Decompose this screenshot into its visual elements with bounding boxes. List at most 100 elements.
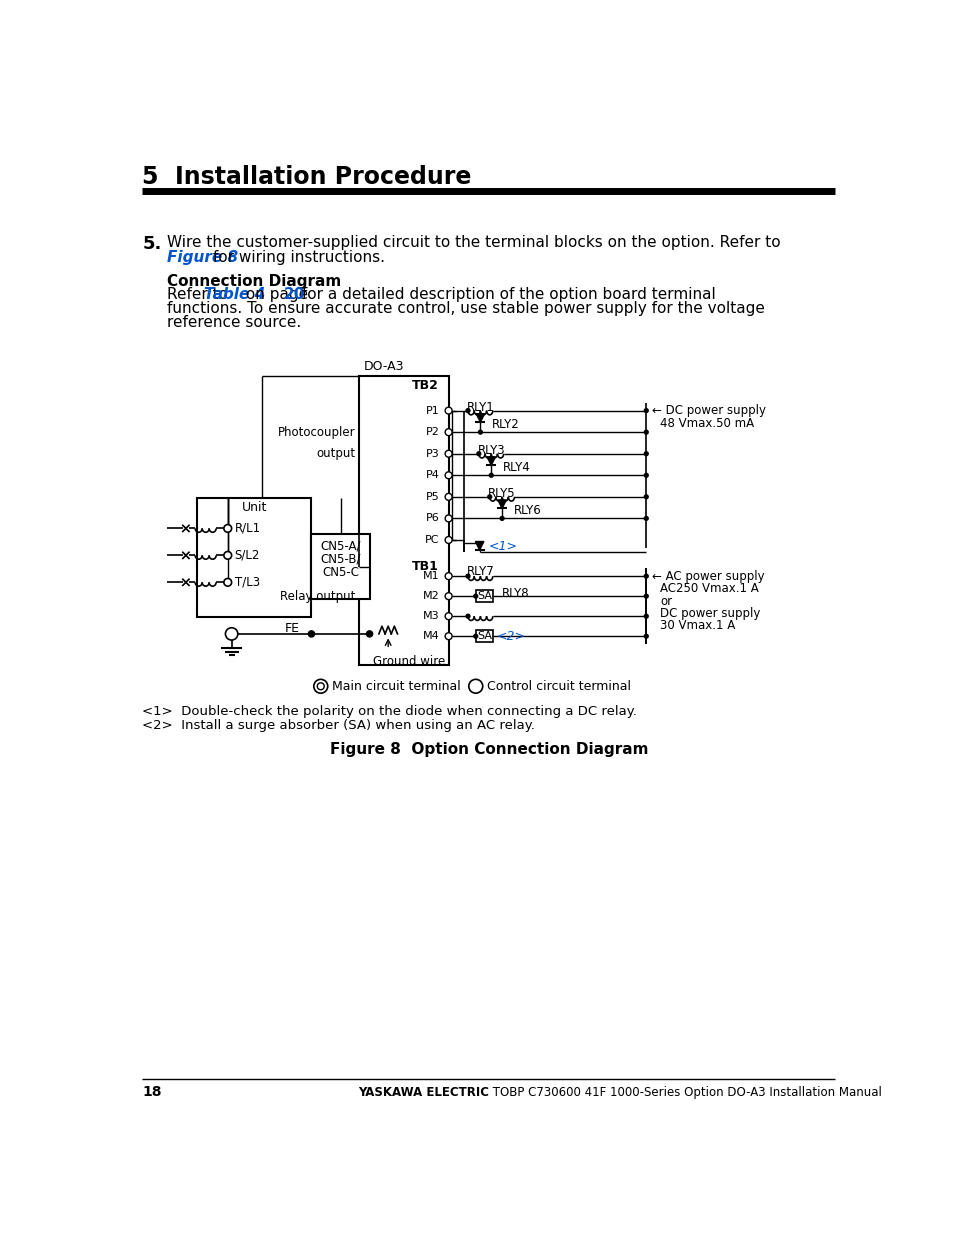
Text: Figure 8: Figure 8	[167, 250, 238, 265]
Circle shape	[466, 614, 470, 618]
Text: M4: M4	[422, 631, 439, 641]
Circle shape	[643, 594, 647, 598]
Circle shape	[224, 525, 232, 532]
Text: RLY1: RLY1	[466, 401, 494, 414]
Text: <2>: <2>	[497, 630, 525, 642]
Circle shape	[445, 450, 452, 458]
Text: P3: P3	[425, 449, 439, 459]
Circle shape	[308, 631, 314, 637]
Circle shape	[643, 614, 647, 618]
Text: <1>  Double-check the polarity on the diode when connecting a DC relay.: <1> Double-check the polarity on the dio…	[142, 704, 637, 718]
Text: P6: P6	[425, 513, 439, 523]
Text: RLY8: RLY8	[501, 587, 529, 600]
Circle shape	[478, 430, 482, 434]
Text: RLY6: RLY6	[513, 505, 541, 517]
Polygon shape	[486, 456, 495, 465]
Text: TB1: TB1	[412, 560, 438, 573]
Text: R/L1: R/L1	[234, 522, 260, 534]
Circle shape	[487, 495, 491, 498]
Circle shape	[474, 594, 477, 598]
Text: DC power supply: DC power supply	[659, 606, 760, 620]
Text: T/L3: T/L3	[234, 575, 259, 589]
Text: Connection Diagram: Connection Diagram	[167, 274, 341, 289]
Text: 5  Installation Procedure: 5 Installation Procedure	[142, 165, 472, 188]
Text: Control circuit terminal: Control circuit terminal	[486, 680, 630, 693]
Bar	[476, 590, 493, 603]
Text: output: output	[316, 448, 355, 460]
Circle shape	[317, 683, 324, 689]
Bar	[359, 376, 448, 665]
Text: M2: M2	[422, 591, 439, 601]
Circle shape	[474, 635, 477, 639]
Circle shape	[445, 632, 452, 640]
Text: or: or	[659, 595, 672, 608]
Polygon shape	[497, 500, 506, 508]
Bar	[406, 559, 444, 574]
Circle shape	[445, 407, 452, 414]
Text: for wiring instructions.: for wiring instructions.	[208, 250, 384, 265]
Text: RLY2: RLY2	[492, 418, 519, 432]
Circle shape	[445, 515, 452, 522]
Circle shape	[445, 573, 452, 579]
Text: YASKAWA ELECTRIC: YASKAWA ELECTRIC	[357, 1085, 488, 1099]
Text: FE: FE	[284, 622, 299, 635]
Text: Relay output: Relay output	[280, 590, 355, 603]
Circle shape	[445, 613, 452, 620]
Circle shape	[643, 474, 647, 477]
Text: Figure 8  Option Connection Diagram: Figure 8 Option Connection Diagram	[330, 742, 647, 756]
Text: SA: SA	[476, 631, 491, 641]
Text: M1: M1	[422, 572, 439, 582]
Text: ← DC power supply: ← DC power supply	[652, 404, 765, 418]
Text: 20: 20	[283, 288, 305, 303]
Text: Wire the customer-supplied circuit to the terminal blocks on the option. Refer t: Wire the customer-supplied circuit to th…	[167, 236, 781, 250]
Text: on page: on page	[241, 288, 313, 303]
Circle shape	[224, 552, 232, 559]
Bar	[476, 630, 493, 642]
Text: Unit: Unit	[241, 501, 267, 515]
Text: RLY3: RLY3	[476, 444, 504, 456]
Circle shape	[445, 471, 452, 479]
Circle shape	[643, 451, 647, 455]
Text: 5.: 5.	[142, 236, 162, 253]
Text: ← AC power supply: ← AC power supply	[652, 570, 764, 583]
Circle shape	[643, 430, 647, 434]
Text: <2>  Install a surge absorber (SA) when using an AC relay.: <2> Install a surge absorber (SA) when u…	[142, 719, 535, 732]
Circle shape	[489, 474, 493, 477]
Text: PC: PC	[424, 534, 439, 544]
Circle shape	[643, 495, 647, 498]
Text: Ground wire: Ground wire	[373, 656, 444, 668]
Text: DO-A3: DO-A3	[363, 360, 403, 373]
Text: CN5-A/: CN5-A/	[320, 539, 360, 553]
Bar	[311, 533, 369, 599]
Text: P2: P2	[425, 427, 439, 438]
Text: RLY7: RLY7	[466, 565, 494, 578]
Text: SA: SA	[476, 591, 491, 601]
Text: 48 Vmax.50 mA: 48 Vmax.50 mA	[659, 417, 754, 430]
Text: RLY5: RLY5	[488, 487, 516, 500]
Text: TOBP C730600 41F 1000-Series Option DO-A3 Installation Manual: TOBP C730600 41F 1000-Series Option DO-A…	[488, 1085, 881, 1099]
Bar	[196, 497, 311, 618]
Circle shape	[445, 537, 452, 543]
Circle shape	[466, 409, 470, 413]
Circle shape	[314, 680, 328, 693]
Text: Refer to: Refer to	[167, 288, 233, 303]
Polygon shape	[476, 414, 484, 422]
Circle shape	[643, 409, 647, 413]
Text: 18: 18	[142, 1085, 162, 1099]
Circle shape	[476, 451, 480, 455]
Text: Table 4: Table 4	[204, 288, 265, 303]
Text: M3: M3	[422, 611, 439, 621]
Text: TB2: TB2	[412, 378, 438, 392]
Circle shape	[445, 593, 452, 600]
Text: for a detailed description of the option board terminal: for a detailed description of the option…	[297, 288, 716, 303]
Text: <1>: <1>	[488, 539, 517, 553]
Text: AC250 Vmax.1 A: AC250 Vmax.1 A	[659, 583, 759, 595]
Text: P1: P1	[425, 405, 439, 415]
Polygon shape	[475, 542, 483, 551]
Circle shape	[445, 494, 452, 500]
Text: reference source.: reference source.	[167, 315, 301, 330]
Circle shape	[468, 680, 482, 693]
Text: S/L2: S/L2	[234, 549, 260, 562]
Circle shape	[643, 574, 647, 578]
Text: Main circuit terminal: Main circuit terminal	[332, 680, 460, 693]
